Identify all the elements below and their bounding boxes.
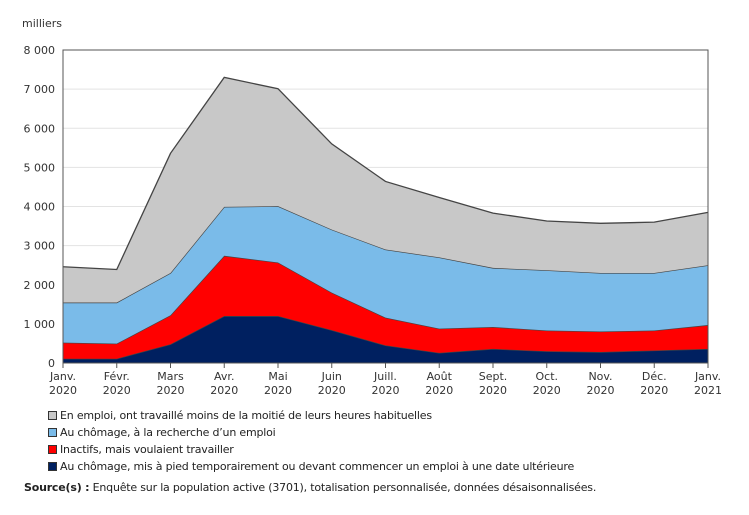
x-tick-label: Févr. — [104, 370, 130, 383]
x-tick-label: Mars — [157, 370, 184, 383]
legend-item: Inactifs, mais voulaient travailler — [48, 441, 574, 458]
legend-label: En emploi, ont travaillé moins de la moi… — [60, 409, 432, 422]
area-series-edge — [62, 76, 709, 271]
x-tick-label-year: 2020 — [210, 384, 238, 397]
source-text: Enquête sur la population active (3701),… — [92, 481, 597, 494]
y-axis-label: milliers — [22, 17, 62, 30]
x-tick-label-year: 2020 — [533, 384, 561, 397]
x-tick-label: Sept. — [479, 370, 508, 383]
x-tick-label-year: 2020 — [103, 384, 131, 397]
y-tick-label: 4 000 — [24, 201, 56, 214]
legend-swatch — [48, 428, 57, 437]
legend-swatch — [48, 462, 57, 471]
source-note: Source(s) : Enquête sur la population ac… — [24, 481, 596, 494]
x-tick-label: Janv. — [49, 370, 76, 383]
x-tick-label-year: 2020 — [49, 384, 77, 397]
x-tick-label-year: 2020 — [587, 384, 615, 397]
area-series-3 — [63, 77, 708, 303]
area-series-2 — [63, 206, 708, 344]
x-tick-label: Avr. — [214, 370, 234, 383]
source-label: Source(s) : — [24, 481, 90, 494]
x-tick-label-year: 2021 — [694, 384, 722, 397]
legend-swatch — [48, 445, 57, 454]
y-tick-label: 7 000 — [24, 83, 56, 96]
x-tick-label-year: 2020 — [264, 384, 292, 397]
y-tick-label: 8 000 — [24, 44, 56, 57]
y-tick-label: 2 000 — [24, 279, 56, 292]
y-tick-label: 5 000 — [24, 161, 56, 174]
legend-label: Au chômage, mis à pied temporairement ou… — [60, 460, 575, 473]
x-tick-label: Nov. — [588, 370, 612, 383]
legend: En emploi, ont travaillé moins de la moi… — [48, 407, 574, 475]
stacked-area-chart: milliers 0 1 000 2 000 3 000 4 000 5 000 6 000… — [22, 17, 722, 397]
x-tick-label: Juin — [321, 370, 342, 383]
x-tick-label-year: 2020 — [372, 384, 400, 397]
legend-swatch — [48, 411, 57, 420]
legend-item: En emploi, ont travaillé moins de la moi… — [48, 407, 574, 424]
x-tick-label: Août — [427, 370, 453, 383]
y-tick-label: 3 000 — [24, 240, 56, 253]
legend-label: Inactifs, mais voulaient travailler — [60, 443, 234, 456]
x-tick-label-year: 2020 — [157, 384, 185, 397]
legend-item: Au chômage, mis à pied temporairement ou… — [48, 458, 574, 475]
area-series-1 — [63, 255, 708, 359]
y-tick-label: 1 000 — [24, 318, 56, 331]
x-tick-label-year: 2020 — [479, 384, 507, 397]
y-tick-label: 0 — [48, 357, 55, 370]
x-tick-label: Oct. — [535, 370, 558, 383]
x-tick-label-year: 2020 — [640, 384, 668, 397]
legend-item: Au chômage, à la recherche d’un emploi — [48, 424, 574, 441]
x-tick-label-year: 2020 — [425, 384, 453, 397]
x-tick-label: Mai — [268, 370, 287, 383]
y-tick-label: 6 000 — [24, 122, 56, 135]
legend-label: Au chômage, à la recherche d’un emploi — [60, 426, 276, 439]
x-tick-label: Janv. — [694, 370, 721, 383]
x-tick-label-year: 2020 — [318, 384, 346, 397]
x-tick-label: Juill. — [373, 370, 397, 383]
x-tick-label: Déc. — [642, 370, 667, 383]
